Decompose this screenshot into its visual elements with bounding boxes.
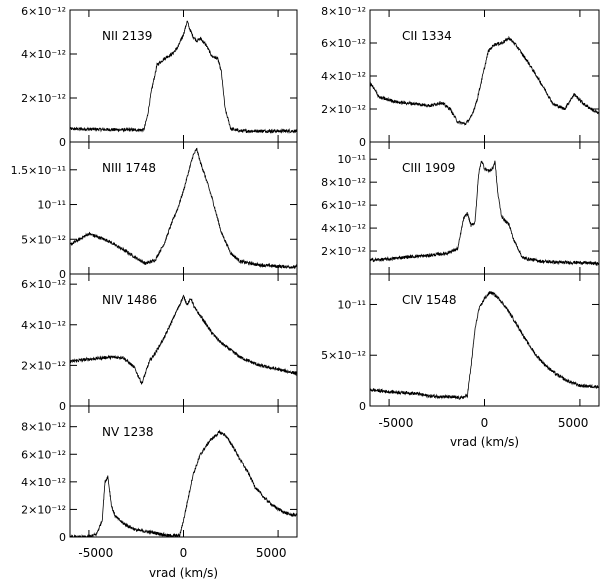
y-tick-label: 4×10⁻¹² [321,222,366,235]
x-tick-right-col-neg5000: -5000 [378,416,413,430]
y-tick-label: 6×10⁻¹² [321,37,366,50]
y-tick-label: 5×10⁻¹² [321,349,366,362]
y-tick-label: 0 [59,400,66,413]
line-label: NII 2139 [102,29,152,43]
spectrum-line [70,429,297,537]
y-tick-label: 4×10⁻¹² [321,70,366,83]
spectrum-line [70,147,297,270]
y-tick-label: 0 [59,531,66,544]
y-tick-label: 8×10⁻¹² [321,5,366,18]
x-tick-right-col-5000: 5000 [558,416,589,430]
y-tick-label: 2×10⁻¹² [321,245,366,258]
y-tick-label: 5×10⁻¹² [21,233,66,246]
spectrum-line [70,294,297,385]
y-tick-label: 10⁻¹¹ [337,153,366,166]
y-tick-label: 4×10⁻¹² [21,48,66,61]
panel-1: 0 5×10⁻¹² 10⁻¹¹ 1.5×10⁻¹¹ NIII 1748 [11,141,298,281]
y-tick-label: 4×10⁻¹² [21,319,66,332]
line-label: CII 1334 [402,29,452,43]
spectrum-line [370,290,599,401]
y-tick-label: 2×10⁻¹² [21,359,66,372]
x-tick-right-col-0: 0 [481,416,489,430]
y-tick-label: 1.5×10⁻¹¹ [11,164,66,177]
x-tick-left-col-0: 0 [180,546,188,560]
spectrum-line [70,20,297,134]
y-tick-label: 8×10⁻¹² [321,176,366,189]
y-tick-label: 2×10⁻¹² [321,103,366,116]
x-tick-left-col-5000: 5000 [256,546,287,560]
line-label: NV 1238 [102,425,154,439]
y-tick-label: 6×10⁻¹² [21,448,66,461]
spectrum-line [370,35,599,126]
y-tick-label: 10⁻¹¹ [37,199,66,212]
y-tick-label: 2×10⁻¹² [21,503,66,516]
y-tick-label: 6×10⁻¹² [21,278,66,291]
y-tick-label: 6×10⁻¹² [21,5,66,18]
y-tick-label: 8×10⁻¹² [21,421,66,434]
y-tick-label: 0 [59,136,66,149]
panels: 0 2×10⁻¹² 4×10⁻¹² 6×10⁻¹² NII 2139 0 5×10⁻¹² 10… [11,5,600,544]
y-tick-label: 0 [359,400,366,413]
y-tick-label: 0 [359,136,366,149]
y-tick-label: 10⁻¹¹ [337,298,366,311]
x-axis-label-left-col: vrad (km/s) [149,566,218,580]
spectrum-line [370,160,599,267]
panel-5: 2×10⁻¹² 4×10⁻¹² 6×10⁻¹² 8×10⁻¹² 10⁻¹¹ CIII 19… [321,141,600,275]
y-tick-label: 0 [59,268,66,281]
y-tick-label: 6×10⁻¹² [321,199,366,212]
panel-3: 0 2×10⁻¹² 4×10⁻¹² 6×10⁻¹² 8×10⁻¹² NV 1238 [21,405,298,544]
panel-6: 0 5×10⁻¹² 10⁻¹¹ CIV 1548 [321,273,600,413]
y-tick-label: 4×10⁻¹² [21,476,66,489]
x-tick-left-col-neg5000: -5000 [78,546,113,560]
line-label: NIII 1748 [102,161,156,175]
line-label: CIII 1909 [402,161,455,175]
panel-4: 0 2×10⁻¹² 4×10⁻¹² 6×10⁻¹² 8×10⁻¹² CII 1334 [321,5,600,149]
line-label: CIV 1548 [402,293,456,307]
x-axis-label-right-col: vrad (km/s) [450,435,519,449]
y-tick-label: 2×10⁻¹² [21,92,66,105]
panel-0: 0 2×10⁻¹² 4×10⁻¹² 6×10⁻¹² NII 2139 [21,5,298,149]
panel-2: 0 2×10⁻¹² 4×10⁻¹² 6×10⁻¹² NIV 1486 [21,273,298,413]
line-label: NIV 1486 [102,293,157,307]
